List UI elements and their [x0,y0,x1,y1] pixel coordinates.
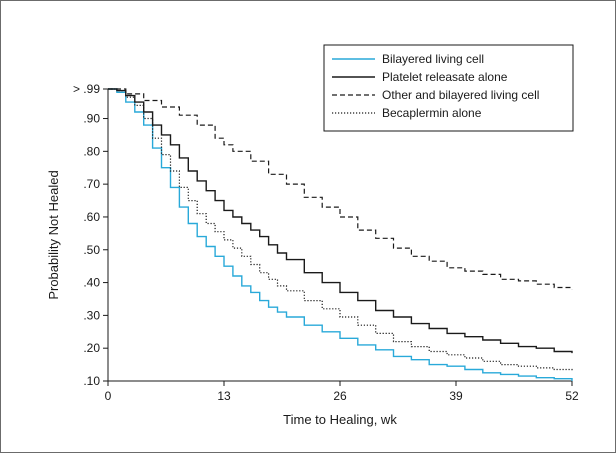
y-tick-label: .50 [83,243,100,257]
x-tick-label: 39 [449,389,463,403]
x-tick-label: 52 [565,389,579,403]
series-line-2 [108,88,573,290]
x-tick-label: 0 [105,389,112,403]
x-tick-label: 13 [217,389,231,403]
legend-label-1: Platelet releasate alone [382,70,508,84]
series-layer [108,88,573,381]
y-tick-label: .80 [83,144,100,158]
y-axis-title: Probability Not Healed [46,170,61,299]
y-tick-label: .60 [83,210,100,224]
y-tick-label: .10 [83,374,100,388]
legend-label-2: Other and bilayered living cell [382,88,539,102]
y-tick-label: .30 [83,308,100,322]
legend: Bilayered living cell Platelet releasate … [323,44,574,132]
axes-layer: .10 .20 .30 .40 .50 .60 .70 .80 .90 > .99 0 13 26 39 5… [46,82,579,427]
y-tick-label: .70 [83,177,100,191]
y-tick-label: .40 [83,276,100,290]
legend-label-0: Bilayered living cell [382,52,484,66]
series-line-0 [108,88,573,381]
y-tick-label: > .99 [73,82,100,96]
x-tick-label: 26 [333,389,347,403]
x-axis-title: Time to Healing, wk [283,412,397,427]
y-tick-label: .90 [83,112,100,126]
series-line-1 [108,88,573,354]
y-tick-label: .20 [83,341,100,355]
legend-label-3: Becaplermin alone [382,106,482,120]
